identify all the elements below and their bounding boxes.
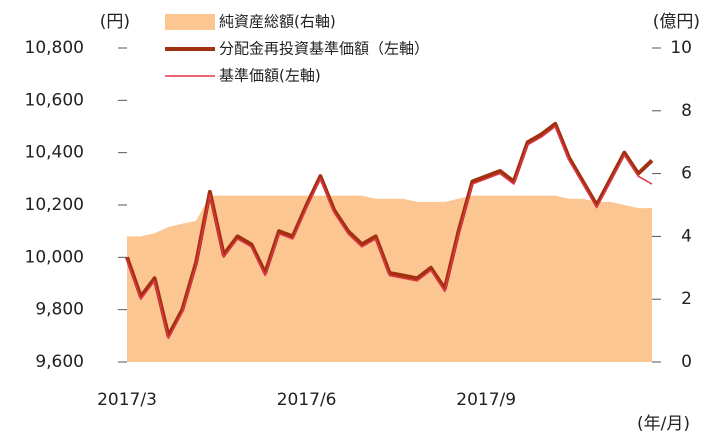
y2-tick-label: 0 [681, 352, 692, 372]
y2-tick-label: 6 [681, 164, 692, 184]
line [126, 125, 653, 340]
y2-tick-label: 4 [681, 226, 692, 246]
x-unit: (年/月) [637, 414, 690, 434]
y2-unit: (億円) [653, 12, 700, 32]
y2-tick-label: 2 [681, 289, 692, 309]
y-tick-label: 10,600 [25, 90, 84, 110]
y2-tick-label: 8 [681, 101, 692, 121]
y-tick-label: 10,000 [25, 247, 84, 267]
legend-swatch [165, 14, 215, 30]
y-tick-label: 9,800 [35, 300, 84, 320]
y2-tick-label: 10 [670, 38, 692, 58]
y-tick-label: 10,400 [25, 143, 84, 163]
legend-label: 純資産総額(右軸) [219, 13, 336, 31]
x-tick-label: 2017/6 [277, 390, 337, 410]
legend-label: 基準価額(左軸) [219, 67, 321, 85]
y-tick-label: 10,200 [25, 195, 84, 215]
x-tick-label: 2017/9 [456, 390, 516, 410]
y-unit: (円) [100, 12, 130, 32]
y-tick-label: 10,800 [25, 38, 84, 58]
x-tick-label: 2017/3 [97, 390, 157, 410]
legend-label: 分配金再投資基準価額（左軸） [219, 40, 429, 58]
area [127, 195, 652, 362]
y-tick-label: 9,600 [35, 352, 84, 372]
